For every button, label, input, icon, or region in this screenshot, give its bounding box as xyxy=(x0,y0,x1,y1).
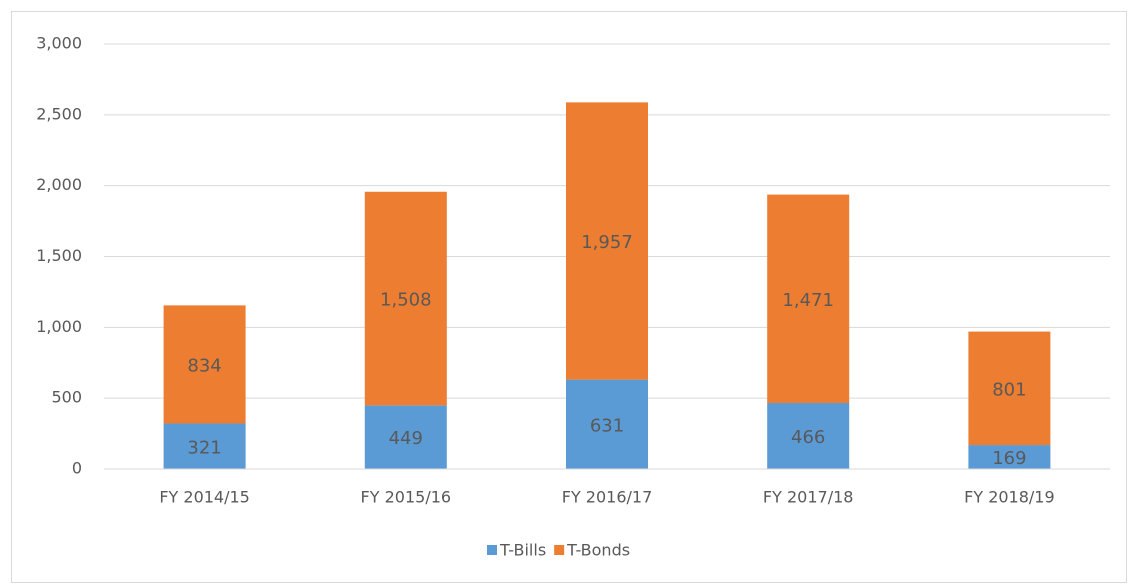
data-label: 321 xyxy=(187,437,221,458)
x-tick-label: FY 2017/18 xyxy=(763,488,854,507)
legend-label: T-Bonds xyxy=(566,541,630,560)
data-label: 169 xyxy=(992,448,1026,469)
data-label: 834 xyxy=(187,355,221,376)
bar-segment xyxy=(163,423,246,469)
legend-swatch xyxy=(487,545,497,555)
y-tick-label: 500 xyxy=(51,388,82,407)
data-label: 1,508 xyxy=(380,290,432,311)
data-label: 631 xyxy=(590,415,624,436)
bar-segment xyxy=(364,191,447,406)
bar-segment xyxy=(968,331,1051,446)
legend-swatch xyxy=(554,545,565,555)
y-tick-label: 0 xyxy=(72,459,82,478)
x-tick-label: FY 2018/19 xyxy=(964,488,1055,507)
bar-segment xyxy=(566,379,648,469)
x-tick-label: FY 2014/15 xyxy=(159,488,250,507)
bar-segment xyxy=(163,305,246,424)
x-tick-label: FY 2016/17 xyxy=(562,488,653,507)
data-label: 1,471 xyxy=(782,290,834,311)
y-tick-label: 1,500 xyxy=(36,246,82,265)
legend-label: T-Bills xyxy=(499,541,546,560)
y-tick-label: 3,000 xyxy=(36,34,82,53)
bar-segment xyxy=(767,402,850,469)
data-label: 466 xyxy=(791,427,825,448)
y-tick-label: 2,500 xyxy=(36,104,82,123)
bar-segment xyxy=(364,405,447,469)
y-tick-label: 1,000 xyxy=(36,317,82,336)
data-label: 801 xyxy=(992,379,1026,400)
y-tick-label: 2,000 xyxy=(36,175,82,194)
bar-segment xyxy=(767,194,850,403)
data-label: 449 xyxy=(389,428,423,449)
bar-segment xyxy=(566,102,648,380)
x-tick-label: FY 2015/16 xyxy=(361,488,452,507)
bar-segment xyxy=(968,445,1051,469)
data-label: 1,957 xyxy=(581,232,633,253)
